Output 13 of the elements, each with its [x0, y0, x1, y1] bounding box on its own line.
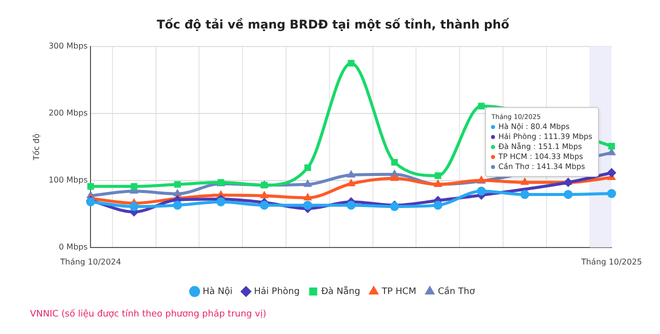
legend-label: Đà Nẵng — [321, 286, 360, 297]
legend-label: Cần Thơ — [438, 286, 476, 297]
legend-label: TP HCM — [380, 286, 416, 297]
text: VNNIC (số liệu được tính theo phương pháp trung vị) — [30, 308, 266, 320]
y-axis-title: Tốc độ — [32, 133, 41, 162]
y-tick-label: 200 Mbps — [48, 108, 88, 118]
legend-label: Hải Phòng — [254, 286, 300, 297]
chart-title: Tốc độ tải về mạng BRDĐ tại một số tỉnh, thành phố — [156, 17, 510, 32]
y-tick-label: 0 Mbps — [58, 242, 88, 252]
y-tick-label: 100 Mbps — [48, 175, 88, 184]
legend-label: Hà Nội — [202, 286, 233, 297]
x-tick-label: Tháng 10/2024 — [59, 257, 122, 266]
y-tick-label: 300 Mbps — [48, 41, 88, 50]
